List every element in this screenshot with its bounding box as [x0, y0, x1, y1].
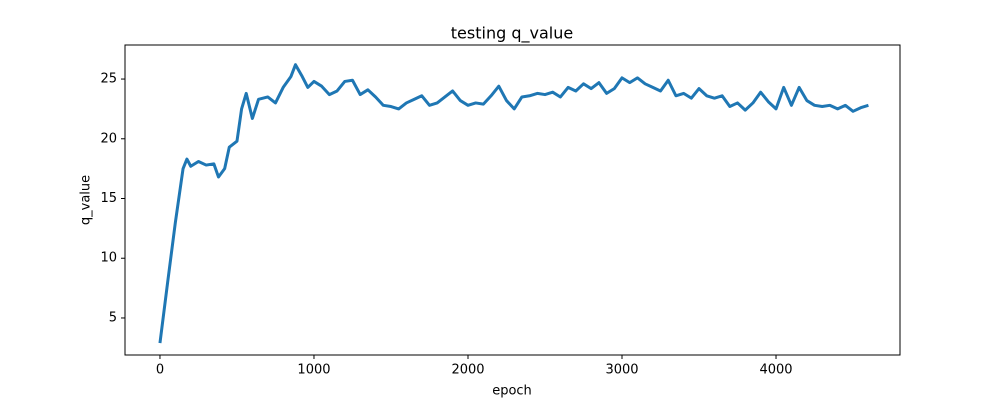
y-tick-label: 25	[100, 72, 117, 87]
data-line	[158, 63, 869, 344]
plot-frame	[124, 44, 901, 356]
x-tick-label: 2000	[451, 363, 484, 378]
x-tick-label: 3000	[605, 363, 638, 378]
y-tick-label: 10	[100, 251, 117, 266]
x-tick-label: 0	[156, 363, 164, 378]
y-tick-label: 20	[100, 131, 117, 146]
chart-title: testing q_value	[451, 24, 573, 44]
x-axis-label: epoch	[492, 384, 532, 399]
x-tick-label: 4000	[759, 363, 792, 378]
x-tick-label: 1000	[297, 363, 330, 378]
y-tick-label: 5	[109, 310, 117, 325]
y-tick-label: 15	[100, 191, 117, 206]
y-axis-label: q_value	[79, 175, 94, 225]
